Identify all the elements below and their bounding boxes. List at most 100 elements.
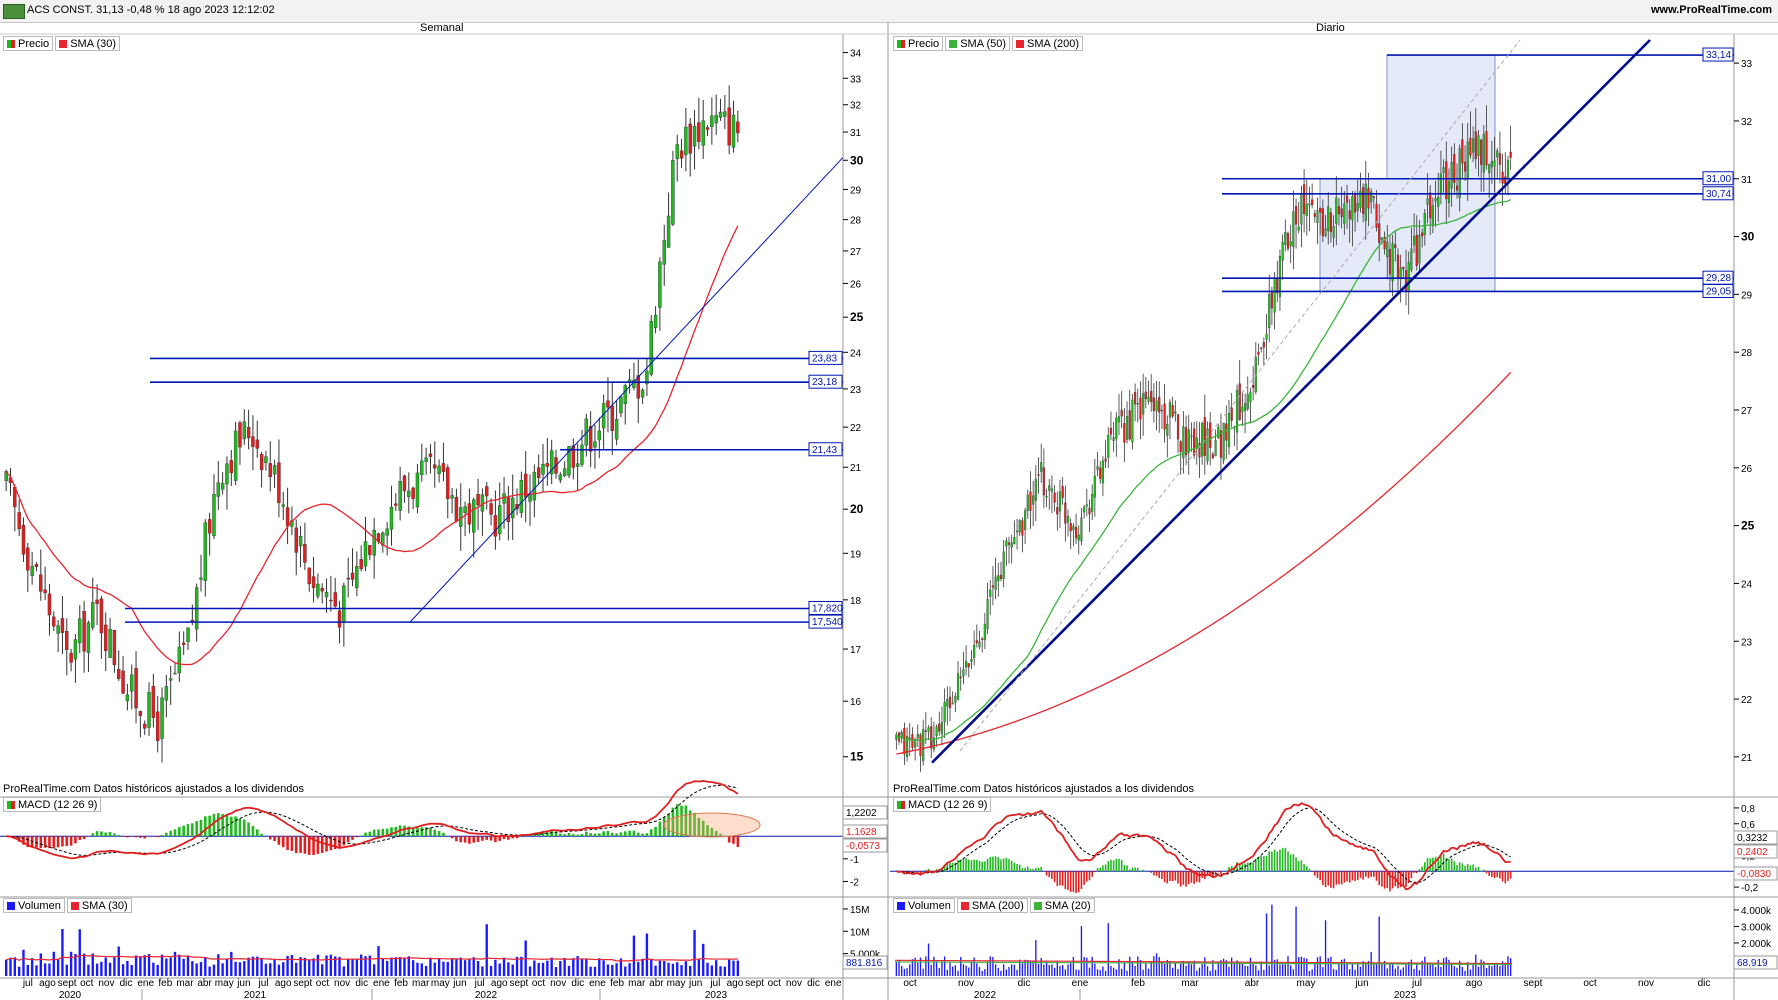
- candle-body: [1262, 342, 1265, 348]
- candle-body: [298, 535, 303, 547]
- price-tick-label: 23: [1741, 637, 1753, 648]
- green-swatch-icon: [1033, 901, 1042, 910]
- candle-body: [268, 463, 272, 478]
- site-url[interactable]: www.ProRealTime.com: [1650, 4, 1772, 16]
- candle-body: [1222, 422, 1225, 461]
- candle-body: [606, 400, 610, 408]
- candle-body: [946, 698, 949, 707]
- x-month-label: dic: [571, 978, 584, 989]
- legend-vol-sma30[interactable]: SMA (30): [66, 898, 132, 913]
- legend-sma50[interactable]: SMA (50): [945, 36, 1011, 51]
- candle-body: [584, 418, 589, 446]
- candle-body: [398, 481, 402, 511]
- candle-body: [437, 465, 441, 474]
- candle-body: [1305, 203, 1308, 217]
- candle-body: [368, 545, 372, 556]
- candle-body: [997, 575, 1000, 582]
- legend-precio[interactable]: Precio: [893, 36, 944, 51]
- candle-body: [1490, 160, 1493, 168]
- candle-body: [1091, 494, 1094, 512]
- weekly-panel-title: Semanal: [420, 22, 464, 34]
- candle-body: [1109, 428, 1113, 435]
- price-tick-label: 26: [850, 279, 862, 290]
- candle-body: [394, 503, 398, 506]
- x-month-label: nov: [958, 978, 974, 989]
- legend-macd[interactable]: MACD (12 26 9): [3, 797, 102, 812]
- price-tick-label: 31: [850, 128, 862, 139]
- candle-body: [1463, 161, 1467, 172]
- price-tick-label: 34: [850, 49, 862, 60]
- candle-body: [580, 444, 584, 465]
- candle-body: [1243, 403, 1247, 411]
- x-month-label: jul: [1411, 978, 1422, 989]
- x-month-label: nov: [98, 978, 114, 989]
- candle-body: [39, 574, 43, 592]
- x-month-label: sept: [293, 978, 312, 989]
- candle-body: [1058, 491, 1062, 512]
- candle-body: [1061, 486, 1064, 498]
- price-tick-label: 25: [850, 310, 864, 324]
- candle-body: [1160, 409, 1164, 412]
- candle-body: [610, 405, 614, 431]
- candle-body: [1356, 202, 1359, 211]
- level-label-box: [808, 614, 843, 629]
- volume-value-label: 68.919: [1737, 958, 1768, 969]
- candle-body: [277, 462, 281, 503]
- candle-body: [428, 453, 433, 457]
- price-tick-label: 28: [1741, 348, 1753, 359]
- legend-macd[interactable]: MACD (12 26 9): [893, 797, 992, 812]
- candle-body: [199, 577, 203, 580]
- candle-body: [1144, 391, 1147, 400]
- macd-value-box: [842, 838, 888, 853]
- candle-body: [1437, 196, 1440, 207]
- price-tick-label: 33: [1741, 59, 1753, 70]
- candle-body: [1115, 417, 1118, 439]
- candle-body: [999, 574, 1003, 580]
- candle-body: [1311, 199, 1314, 206]
- candle-body: [1278, 256, 1282, 297]
- candle-body: [914, 738, 917, 748]
- price-tick-label: 21: [850, 463, 862, 474]
- x-year-label: 2022: [974, 990, 997, 1000]
- candle-body: [1193, 428, 1196, 456]
- level-label-box: [1702, 171, 1734, 186]
- legend-volumen[interactable]: Volumen: [3, 898, 65, 913]
- candle-body: [1498, 153, 1502, 165]
- candle-body: [1037, 474, 1040, 476]
- x-year-label: 2021: [244, 990, 267, 1000]
- weekly-footer: ProRealTime.com Datos históricos ajustad…: [3, 783, 305, 795]
- x-month-label: ago: [491, 978, 508, 989]
- legend-vol-sma20[interactable]: SMA (20): [1029, 898, 1095, 913]
- candle-body: [528, 494, 532, 502]
- x-month-label: jun: [1354, 978, 1368, 989]
- candle-body: [1319, 208, 1322, 213]
- legend-volumen[interactable]: Volumen: [893, 898, 955, 913]
- candle-body: [1335, 197, 1338, 224]
- macd-value-box: [1733, 830, 1778, 845]
- legend-sma200[interactable]: SMA (200): [1012, 36, 1084, 51]
- candle-body: [924, 730, 927, 732]
- x-month-label: abr: [197, 978, 212, 989]
- macd-tick-label: -1: [850, 855, 859, 866]
- legend-sma30[interactable]: SMA (30): [55, 36, 121, 51]
- candle-body: [718, 111, 723, 118]
- candle-body: [1195, 437, 1198, 449]
- candle-body: [502, 493, 506, 504]
- candle-body: [212, 493, 216, 537]
- legend-vol-sma200[interactable]: SMA (200): [956, 898, 1028, 913]
- candle-body: [99, 598, 104, 634]
- candle-body: [956, 673, 960, 700]
- price-tick-label: 24: [850, 348, 862, 359]
- candle-body: [1493, 160, 1496, 167]
- candle-body: [1506, 159, 1510, 180]
- candle-body: [177, 646, 182, 674]
- candle-body: [21, 524, 26, 555]
- candle-body: [1367, 187, 1370, 209]
- trend-line: [931, 39, 1651, 764]
- candle-body: [355, 566, 359, 589]
- candle-body: [450, 495, 454, 499]
- candle-body: [973, 645, 976, 658]
- legend-precio[interactable]: Precio: [3, 36, 54, 51]
- candle-body: [1072, 525, 1075, 531]
